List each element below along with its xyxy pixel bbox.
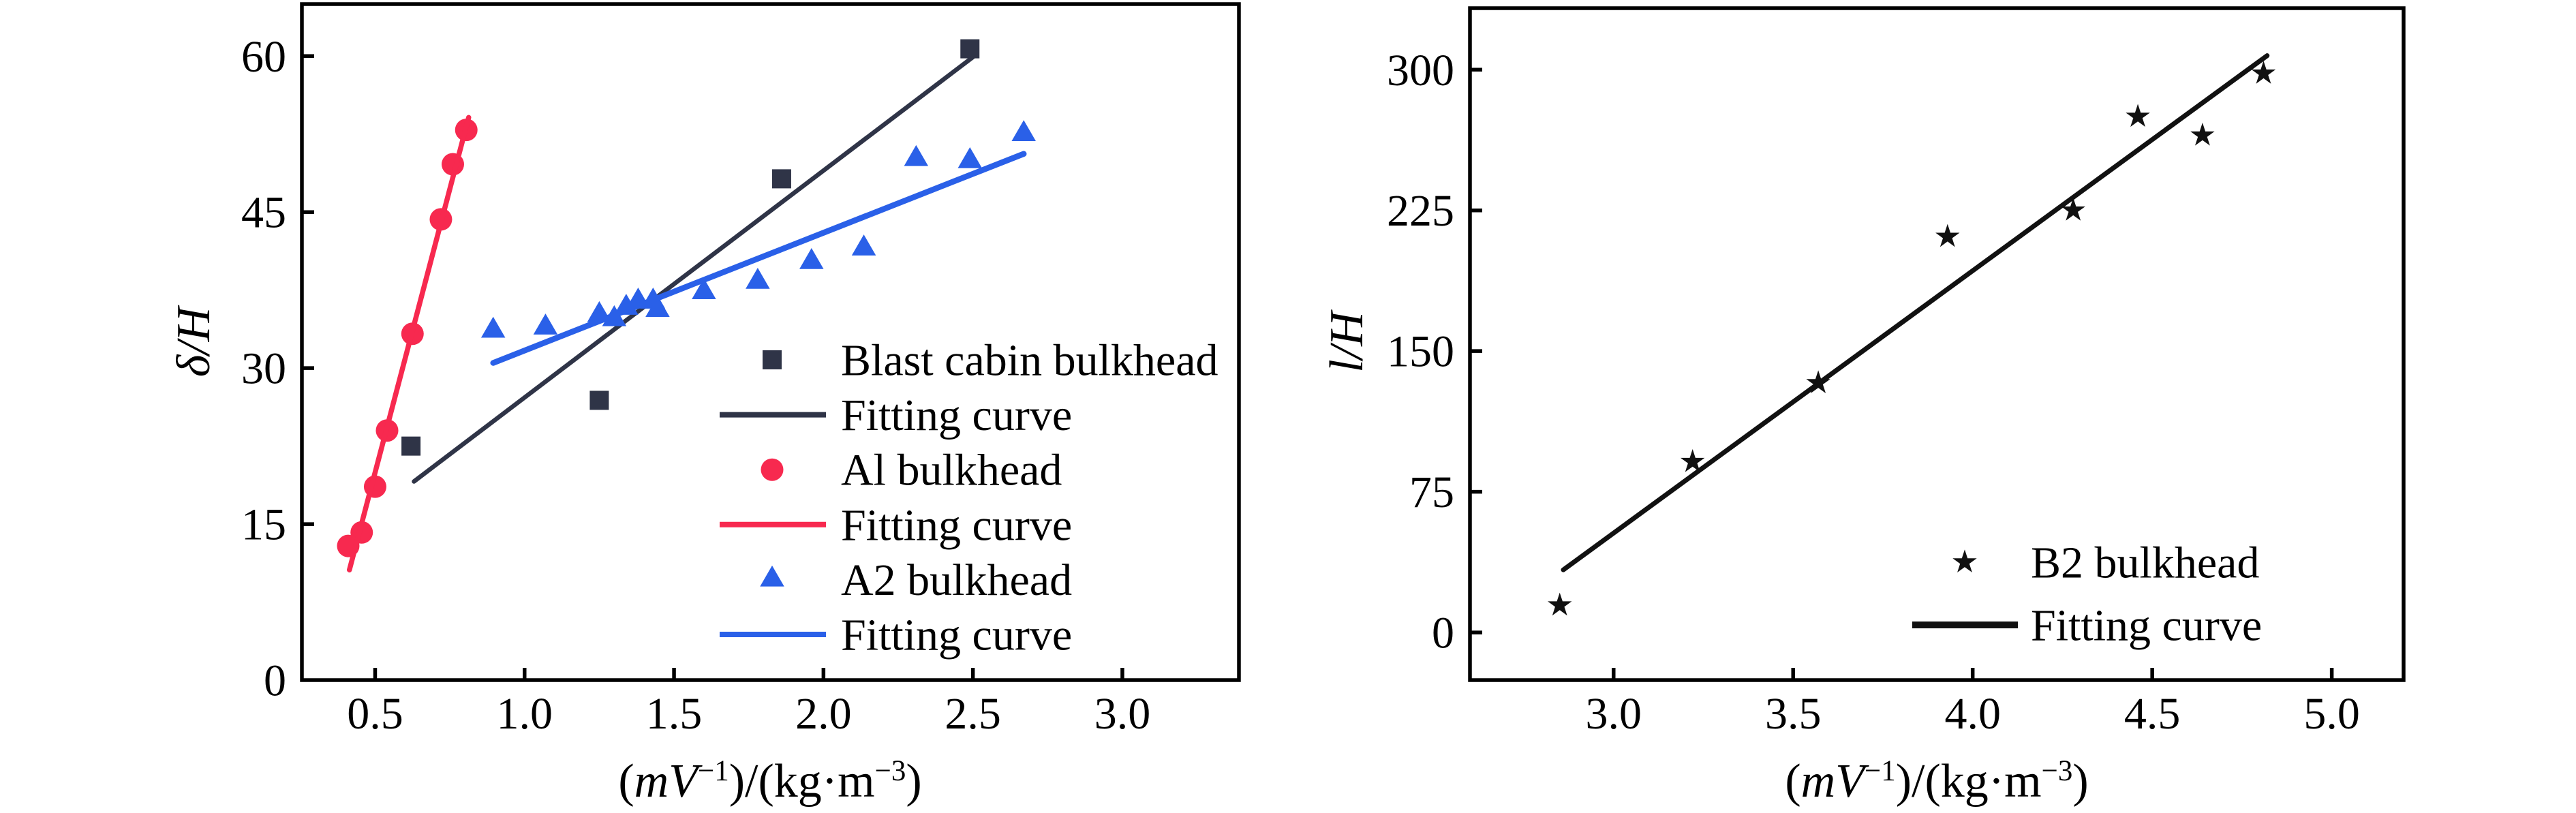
data-point-marker xyxy=(2126,104,2150,127)
x-tick-label: 1.5 xyxy=(646,689,703,739)
legend-marker-star xyxy=(1952,549,1977,573)
y-tick-label: 45 xyxy=(241,188,286,238)
legend-label: Blast cabin bulkhead xyxy=(841,336,1218,386)
x-tick-label: 4.5 xyxy=(2124,689,2181,739)
data-point-marker xyxy=(1011,120,1036,142)
y-tick-label: 15 xyxy=(241,500,286,550)
data-point-marker xyxy=(851,234,876,256)
axes-frame xyxy=(300,2,1241,682)
y-tick-label: 30 xyxy=(241,344,286,394)
y-tick-label: 75 xyxy=(1409,467,1454,517)
data-point-marker xyxy=(746,267,770,289)
data-point-marker xyxy=(2190,123,2215,146)
x-tick-label: 2.0 xyxy=(795,689,852,739)
y-tick-label: 0 xyxy=(1432,609,1454,658)
data-point-marker xyxy=(771,169,791,189)
y-tick-label: 150 xyxy=(1387,327,1454,377)
x-tick-label: 2.5 xyxy=(945,689,1001,739)
axes-frame xyxy=(1468,6,2406,682)
data-point-marker xyxy=(480,316,506,338)
legend-marker-circle xyxy=(761,458,784,481)
data-point-marker xyxy=(2061,198,2085,221)
fit-line-0-3 xyxy=(346,114,472,572)
fit-line-1-1 xyxy=(1561,53,2270,572)
legend-label: A2 bulkhead xyxy=(841,555,1072,605)
legend-marker-triangle xyxy=(760,565,784,587)
data-point-marker xyxy=(533,313,558,335)
left-chart: 0.5 1.0 1.5 2.0 2.5 3.0 0 15 30 45 60 (mV−1)/(kg·m−… xyxy=(168,2,1241,808)
legend-label: Fitting curve xyxy=(841,611,1072,660)
data-point-marker xyxy=(692,278,716,299)
data-point-marker xyxy=(904,144,929,166)
right-chart: 3.0 3.5 4.0 4.5 5.0 0 75 150 225 300 (mV−1)/(kg·m−… xyxy=(1288,0,2576,813)
y-tick-label: 0 xyxy=(264,656,286,706)
y-tick-label: 225 xyxy=(1387,186,1454,236)
x-axis-label: (mV−1)/(kg·m−3) xyxy=(1785,755,2088,808)
data-point-marker xyxy=(960,39,980,59)
legend-label: Al bulkhead xyxy=(841,446,1062,495)
x-tick-label: 3.0 xyxy=(1094,689,1151,739)
y-axis-label: δ/H xyxy=(168,305,220,377)
y-tick-label: 300 xyxy=(1387,46,1454,95)
left-chart-svg: 0.5 1.0 1.5 2.0 2.5 3.0 0 15 30 45 60 (mV−1)/(kg·m−… xyxy=(168,2,1241,808)
y-axis-label: l/H xyxy=(1321,309,1373,373)
right-chart-svg: 3.0 3.5 4.0 4.5 5.0 0 75 150 225 300 (mV−1)/(kg·m−… xyxy=(1321,6,2406,808)
data-point-marker xyxy=(589,390,609,410)
x-axis-label: (mV−1)/(kg·m−3) xyxy=(618,755,921,808)
x-tick-label: 0.5 xyxy=(347,689,403,739)
data-point-marker xyxy=(1935,224,1960,247)
y-tick-label: 60 xyxy=(241,32,286,82)
x-tick-label: 3.5 xyxy=(1765,689,1822,739)
legend-label: Fitting curve xyxy=(841,390,1072,440)
fit-line-0-5 xyxy=(490,151,1027,366)
data-point-marker xyxy=(1548,592,1572,616)
x-tick-label: 1.0 xyxy=(497,689,553,739)
legend-label: Fitting curve xyxy=(841,500,1072,550)
data-point-marker xyxy=(957,147,983,168)
x-tick-label: 5.0 xyxy=(2303,689,2360,739)
x-tick-label: 4.0 xyxy=(1944,689,2001,739)
fit-line-0-1 xyxy=(412,55,975,484)
data-point-marker xyxy=(401,436,421,456)
data-point-marker xyxy=(2251,61,2276,84)
x-tick-label: 3.0 xyxy=(1586,689,1642,739)
data-point-marker xyxy=(645,296,670,317)
data-point-marker xyxy=(1681,448,1705,472)
data-point-marker xyxy=(799,247,824,269)
legend-label: B2 bulkhead xyxy=(2031,538,2259,588)
legend-marker-square xyxy=(763,350,782,369)
legend-label: Fitting curve xyxy=(2031,601,2262,651)
